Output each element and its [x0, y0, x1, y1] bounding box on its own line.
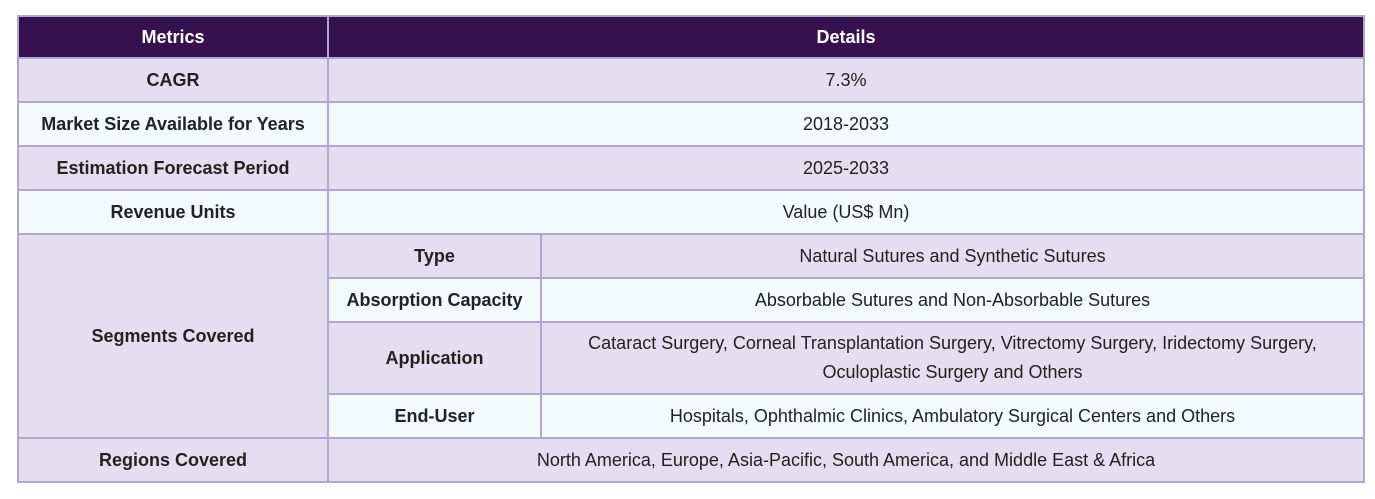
segment-value: Absorbable Sutures and Non-Absorbable Su…: [540, 277, 1365, 323]
table-row-regions: Regions Covered North America, Europe, A…: [17, 437, 1365, 483]
segment-value: Natural Sutures and Synthetic Sutures: [540, 233, 1365, 279]
segment-value: Cataract Surgery, Corneal Transplantatio…: [540, 321, 1365, 395]
segment-label: Application: [327, 321, 542, 395]
segments-covered-label: Segments Covered: [17, 233, 329, 439]
metric-label: CAGR: [17, 57, 329, 103]
segment-label: Absorption Capacity: [327, 277, 542, 323]
details-column-header: Details: [327, 15, 1365, 59]
metric-value: North America, Europe, Asia-Pacific, Sou…: [327, 437, 1365, 483]
table-row-segment-type: Segments Covered Type Natural Sutures an…: [17, 233, 1365, 439]
metric-label: Regions Covered: [17, 437, 329, 483]
metrics-column-header: Metrics: [17, 15, 329, 59]
report-metrics-table-container: Metrics Details CAGR 7.3% Market Size Av…: [17, 15, 1365, 483]
table-row-revenue: Revenue Units Value (US$ Mn): [17, 189, 1365, 235]
metric-value: 2025-2033: [327, 145, 1365, 191]
report-metrics-table: Metrics Details CAGR 7.3% Market Size Av…: [17, 15, 1365, 483]
table-row-forecast: Estimation Forecast Period 2025-2033: [17, 145, 1365, 191]
metric-label: Estimation Forecast Period: [17, 145, 329, 191]
metric-value: 2018-2033: [327, 101, 1365, 147]
table-row-cagr: CAGR 7.3%: [17, 57, 1365, 103]
table-row-segment-absorption: Absorption Capacity Absorbable Sutures a…: [18, 277, 1365, 323]
metric-value: 7.3%: [327, 57, 1365, 103]
segment-label: Type: [327, 233, 542, 279]
metric-value: Value (US$ Mn): [327, 189, 1365, 235]
segment-value: Hospitals, Ophthalmic Clinics, Ambulator…: [540, 393, 1365, 439]
table-row-market-size: Market Size Available for Years 2018-203…: [17, 101, 1365, 147]
table-row-segment-application: Application Cataract Surgery, Corneal Tr…: [18, 321, 1365, 395]
segment-label: End-User: [327, 393, 542, 439]
metric-label: Revenue Units: [17, 189, 329, 235]
metric-label: Market Size Available for Years: [17, 101, 329, 147]
